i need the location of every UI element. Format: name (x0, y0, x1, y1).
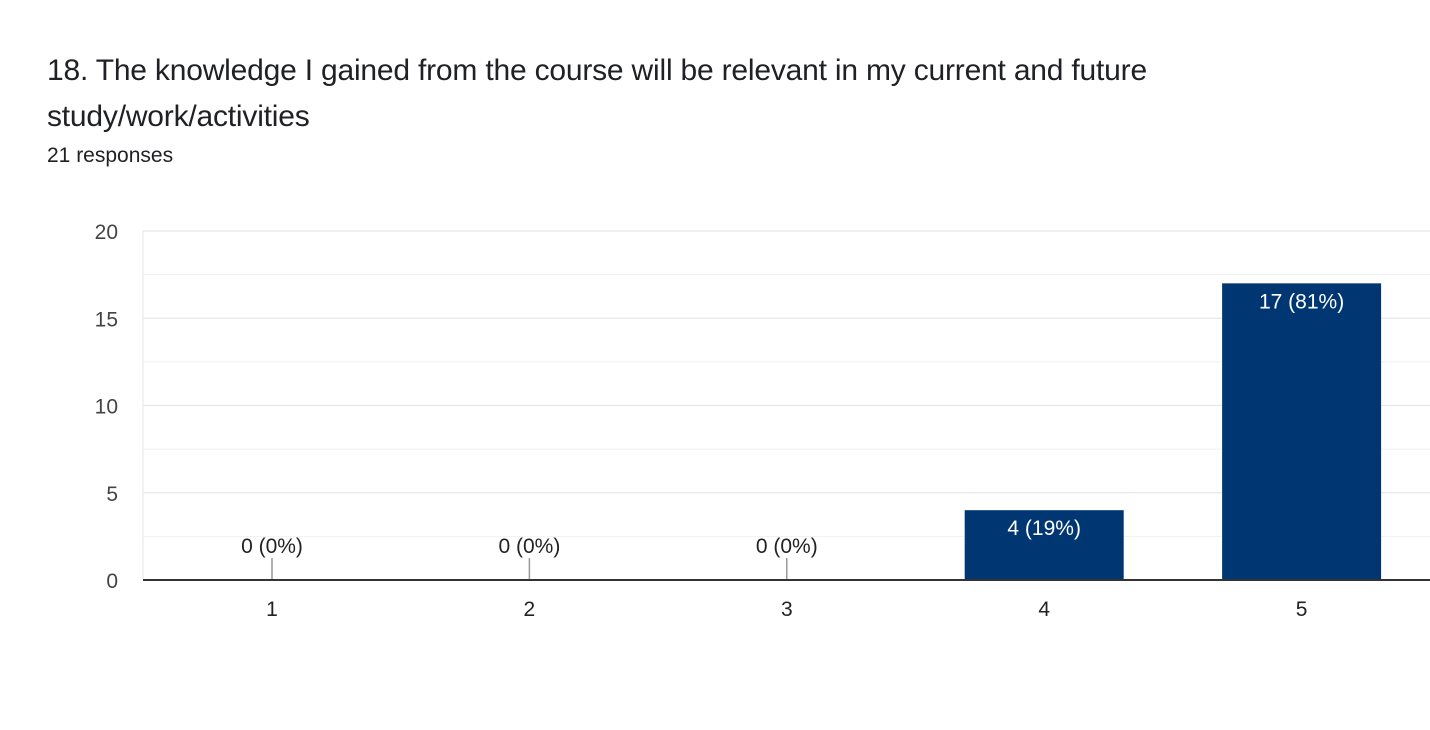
bar (964, 510, 1124, 580)
y-tick-label: 10 (95, 396, 118, 419)
bar-data-label: 4 (19%) (1007, 517, 1081, 540)
y-tick-label: 5 (106, 483, 118, 506)
bar-data-label: 0 (0%) (756, 535, 818, 558)
x-tick-label: 4 (1038, 598, 1050, 621)
y-tick-label: 0 (106, 570, 118, 593)
question-title: 18. The knowledge I gained from the cour… (47, 54, 1147, 133)
response-count: 21 responses (47, 144, 174, 167)
x-tick-label: 5 (1296, 598, 1308, 621)
x-tick-label: 2 (524, 598, 536, 621)
bar-data-label: 17 (81%) (1259, 290, 1344, 313)
y-tick-label: 20 (95, 221, 118, 244)
x-tick-label: 3 (781, 598, 793, 621)
bar-data-label: 0 (0%) (241, 535, 303, 558)
bar-data-label: 0 (0%) (498, 535, 560, 558)
y-tick-label: 15 (95, 308, 118, 331)
bar (1222, 283, 1382, 580)
x-tick-label: 1 (266, 598, 278, 621)
